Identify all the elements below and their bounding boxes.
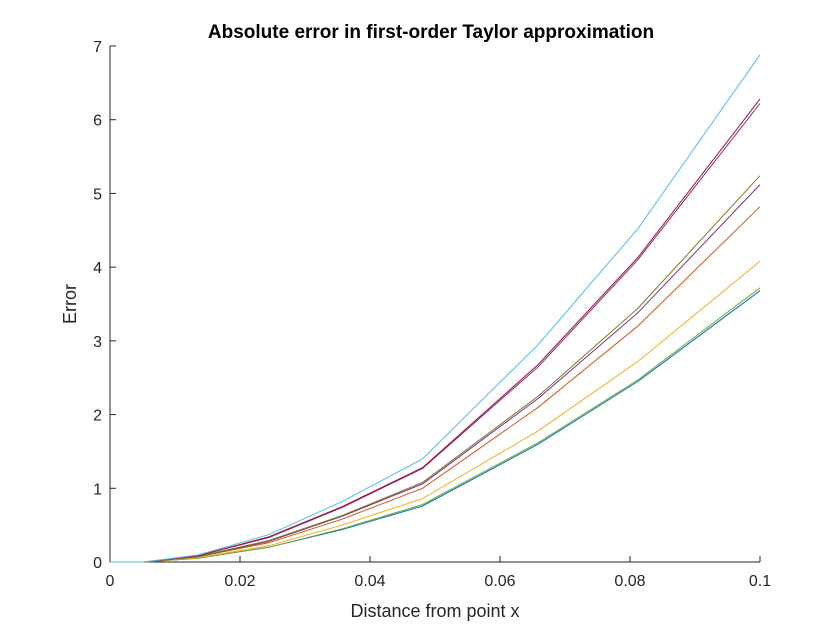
y-axis-label: Error (60, 284, 80, 324)
x-tick-label: 0 (106, 573, 115, 590)
x-tick-label: 0.1 (749, 573, 771, 590)
x-axis-label: Distance from point x (350, 601, 519, 621)
x-ticks: 0 0.02 0.04 0.06 0.08 0.1 (106, 556, 771, 590)
series-line-6 (110, 175, 761, 563)
y-tick-label: 2 (93, 408, 102, 425)
y-tick-label: 1 (93, 481, 102, 498)
y-tick-label: 3 (93, 334, 102, 351)
y-tick-label: 0 (93, 555, 102, 572)
series-line-1 (110, 290, 761, 563)
y-tick-label: 4 (93, 260, 102, 277)
y-tick-label: 6 (93, 113, 102, 130)
y-ticks: 0 1 2 3 4 5 6 7 (93, 39, 116, 572)
series-line-9 (110, 54, 761, 563)
y-tick-label: 7 (93, 39, 102, 56)
series-group (110, 54, 761, 563)
plot-area (109, 46, 760, 563)
series-line-2 (110, 287, 761, 563)
x-tick-label: 0.06 (484, 573, 515, 590)
chart-title: Absolute error in first-order Taylor app… (208, 22, 654, 43)
y-tick-label: 5 (93, 186, 102, 203)
series-line-7 (110, 103, 761, 563)
series-line-5 (110, 184, 761, 563)
x-tick-label: 0.08 (614, 573, 645, 590)
series-line-3 (110, 260, 761, 563)
x-tick-label: 0.04 (354, 573, 385, 590)
x-tick-label: 0.02 (224, 573, 255, 590)
series-line-4 (110, 206, 761, 563)
series-line-8 (110, 98, 761, 563)
